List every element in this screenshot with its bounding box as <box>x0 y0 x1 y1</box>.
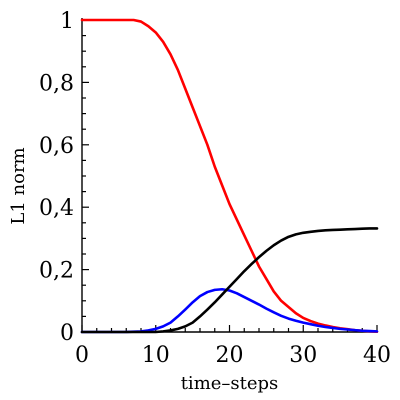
series-line-3 <box>80 227 379 334</box>
x-tick-label: 30 <box>289 343 317 368</box>
y-tick-label: 0,2 <box>39 259 74 284</box>
y-tick-label: 0,6 <box>39 134 74 159</box>
tick-labels: 0 10 20 30 40 0 0,2 0,4 0,6 0,8 1 <box>39 9 391 368</box>
y-tick-label: 0 <box>60 321 74 346</box>
series-lines <box>80 18 379 334</box>
x-tick-label: 0 <box>75 343 89 368</box>
y-axis-label: L1 norm <box>8 147 29 224</box>
x-axis-label: time–steps <box>181 373 279 394</box>
y-tick-label: 1 <box>60 9 74 34</box>
series-line-2 <box>80 287 379 334</box>
x-tick-label: 40 <box>363 343 391 368</box>
y-tick-label: 0,4 <box>39 196 74 221</box>
x-tick-label: 20 <box>216 343 244 368</box>
x-tick-label: 10 <box>142 343 170 368</box>
y-tick-label: 0,8 <box>39 71 74 96</box>
